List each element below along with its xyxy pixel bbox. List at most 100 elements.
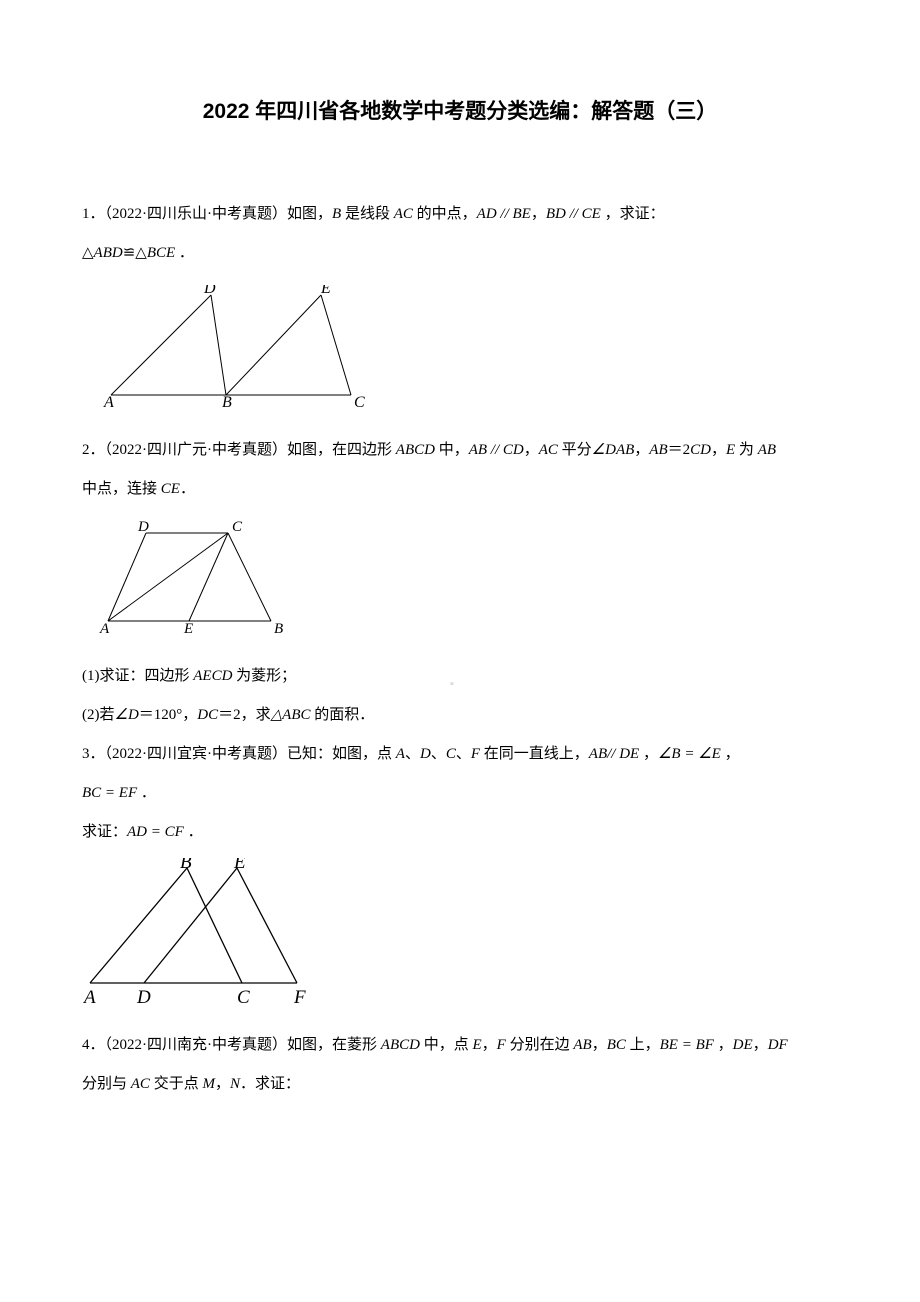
p2-s1b: AECD: [193, 668, 232, 684]
p4-t2: 中，点: [420, 1037, 473, 1053]
svg-text:D: D: [136, 987, 151, 1008]
figure-1: ABCDE: [96, 285, 838, 413]
p2-s2a: (2)若: [82, 707, 115, 723]
p1-v1: B: [332, 206, 341, 222]
p3-v1: A: [396, 746, 405, 762]
page-title: 2022 年四川省各地数学中考题分类选编：解答题（三）: [82, 85, 838, 140]
problem-1-line2: △ABD≌△BCE ．: [82, 234, 838, 273]
figure-1-svg: ABCDE: [96, 285, 371, 413]
p3-t4: 、: [456, 746, 471, 762]
p4-v1: ABCD: [381, 1037, 420, 1053]
p4-t5: ，: [592, 1037, 607, 1053]
p3-t6: ，: [639, 746, 658, 762]
svg-text:E: E: [183, 621, 193, 637]
p2-t4: 平分: [558, 442, 592, 458]
p2-s2b: ∠D: [115, 707, 139, 723]
p4-t6: 上，: [626, 1037, 660, 1053]
problem-4-line1: 4．（2022·四川南充·中考真题）如图，在菱形 ABCD 中，点 E，F 分别…: [82, 1026, 838, 1065]
problem-2-line1: 2．（2022·四川广元·中考真题）如图，在四边形 ABCD 中，AB // C…: [82, 431, 838, 470]
svg-text:B: B: [180, 858, 192, 873]
p4-t1: 如图，在菱形: [287, 1037, 381, 1053]
figure-2: ABEDC: [96, 521, 838, 639]
p2-l2a: 中点，连接: [82, 481, 161, 497]
p3-t1: 已知：如图，点: [287, 746, 396, 762]
p4-l2g: ．求证：: [240, 1076, 300, 1092]
svg-text:C: C: [232, 521, 243, 535]
p4-num: 4．: [82, 1037, 105, 1053]
p4-v2: E: [472, 1037, 481, 1053]
figure-3: A D C F B E: [82, 858, 838, 1008]
p2-v2: AB // CD: [469, 442, 524, 458]
p2-source: （2022·四川广元·中考真题）: [105, 442, 288, 458]
p2-s2f: △ABC: [271, 707, 311, 723]
p4-l2c: 交于点: [150, 1076, 203, 1092]
p2-v1: ABCD: [396, 442, 435, 458]
p1-v2: AC: [394, 206, 413, 222]
problem-4-line2: 分别与 AC 交于点 M，N．求证：: [82, 1065, 838, 1104]
p1-source: （2022·四川乐山·中考真题）: [105, 206, 288, 222]
p3-pc: ．: [184, 824, 203, 840]
p2-v3: AC: [539, 442, 558, 458]
svg-text:F: F: [293, 987, 306, 1008]
figure-3-svg: A D C F B E: [82, 858, 314, 1008]
p1-v4: BD // CE: [546, 206, 601, 222]
p1-t1: 如图，: [287, 206, 332, 222]
p1-t4: ，求证：: [601, 206, 665, 222]
p4-l2f: N: [230, 1076, 240, 1092]
p3-l2b: ．: [137, 785, 156, 801]
p4-v5: BC: [607, 1037, 626, 1053]
p1-t3: 的中点，: [413, 206, 477, 222]
p3-v3: C: [446, 746, 456, 762]
p4-v7: DE: [733, 1037, 753, 1053]
p4-v8: DF: [768, 1037, 788, 1053]
p4-v3: F: [497, 1037, 506, 1053]
svg-text:E: E: [233, 858, 246, 873]
problem-3: 3．（2022·四川宜宾·中考真题）已知：如图，点 A、D、C、F 在同一直线上…: [82, 735, 838, 852]
p4-t8: ，: [753, 1037, 768, 1053]
svg-text:C: C: [354, 394, 365, 411]
p2-s2d: DC: [197, 707, 218, 723]
p1-v3: AD // BE: [477, 206, 531, 222]
p2-s1c: 为菱形；: [232, 668, 296, 684]
p3-v5: AB// DE: [589, 746, 639, 762]
p4-l2e: ，: [215, 1076, 230, 1092]
p2-l2b: CE: [161, 481, 180, 497]
p2-l2c: ．: [180, 481, 195, 497]
svg-text:D: D: [203, 285, 216, 297]
p2-t1: 如图，在四边形: [287, 442, 396, 458]
p3-source: （2022·四川宜宾·中考真题）: [105, 746, 288, 762]
figure-2-svg: ABEDC: [96, 521, 291, 639]
p2-t7: ，: [711, 442, 726, 458]
p4-l2a: 分别与: [82, 1076, 131, 1092]
p1-t2: 是线段: [341, 206, 394, 222]
watermark-icon: ▪: [450, 670, 454, 699]
p3-pa: 求证：: [82, 824, 127, 840]
p1-l2a: △: [82, 245, 94, 261]
p1-num: 1．: [82, 206, 105, 222]
p3-t5: 在同一直线上，: [480, 746, 589, 762]
p2-s2c: ＝120°，: [139, 707, 198, 723]
p2-v8: AB: [758, 442, 776, 458]
p2-t3: ，: [524, 442, 539, 458]
problem-2-sub2: (2)若∠D＝120°，DC＝2，求△ABC 的面积．: [82, 696, 838, 735]
p3-t2: 、: [405, 746, 420, 762]
p3-pb: AD = CF: [127, 824, 184, 840]
problem-2: 2．（2022·四川广元·中考真题）如图，在四边形 ABCD 中，AB // C…: [82, 431, 838, 509]
problem-4: 4．（2022·四川南充·中考真题）如图，在菱形 ABCD 中，点 E，F 分别…: [82, 1026, 838, 1104]
p2-t5: ，: [634, 442, 649, 458]
p3-t3: 、: [431, 746, 446, 762]
p3-v2: D: [420, 746, 431, 762]
svg-text:A: A: [82, 987, 96, 1008]
problem-3-line1: 3．（2022·四川宜宾·中考真题）已知：如图，点 A、D、C、F 在同一直线上…: [82, 735, 838, 774]
svg-text:C: C: [237, 987, 250, 1008]
p2-s1a: (1)求证：四边形: [82, 668, 193, 684]
p2-v5: AB: [649, 442, 667, 458]
problem-1-line1: 1．（2022·四川乐山·中考真题）如图，B 是线段 AC 的中点，AD // …: [82, 195, 838, 234]
svg-text:B: B: [274, 621, 283, 637]
p1-l2e: ．: [175, 245, 194, 261]
p4-t3: ，: [482, 1037, 497, 1053]
problem-1: 1．（2022·四川乐山·中考真题）如图，B 是线段 AC 的中点，AD // …: [82, 195, 838, 273]
p4-t7: ，: [714, 1037, 733, 1053]
problem-3-line2: BC = EF ．: [82, 774, 838, 813]
problem-2-line2: 中点，连接 CE．: [82, 470, 838, 509]
